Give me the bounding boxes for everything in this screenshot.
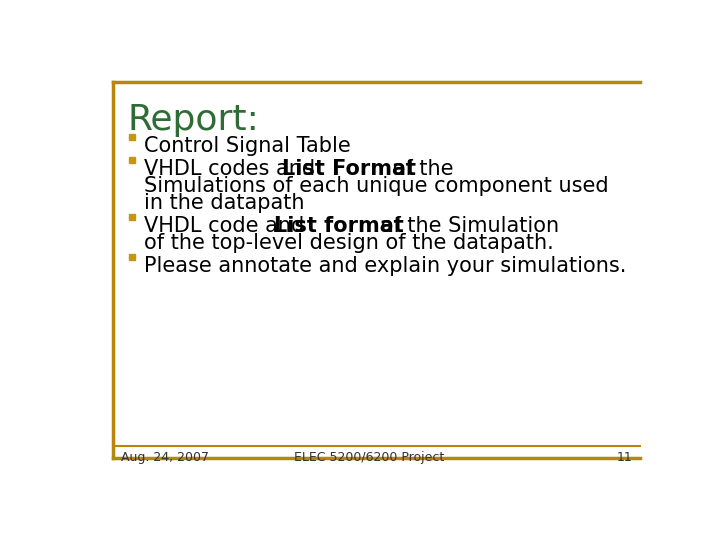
Text: of the top-level design of the datapath.: of the top-level design of the datapath. <box>144 233 554 253</box>
Text: List format: List format <box>274 215 403 236</box>
Text: ELEC 5200/6200 Project: ELEC 5200/6200 Project <box>294 451 444 464</box>
Text: Please annotate and explain your simulations.: Please annotate and explain your simulat… <box>144 256 626 276</box>
Text: 11: 11 <box>617 451 632 464</box>
Text: VHDL code and: VHDL code and <box>144 215 311 236</box>
Text: of the Simulation: of the Simulation <box>374 215 559 236</box>
Bar <box>129 214 135 220</box>
Bar <box>129 254 135 260</box>
Text: Simulations of each unique component used: Simulations of each unique component use… <box>144 176 609 195</box>
Text: in the datapath: in the datapath <box>144 193 305 213</box>
Text: Report:: Report: <box>127 103 259 137</box>
Text: List Format: List Format <box>282 159 416 179</box>
Bar <box>129 157 135 164</box>
Bar <box>129 134 135 140</box>
Text: Control Signal Table: Control Signal Table <box>144 136 351 156</box>
Text: VHDL codes and: VHDL codes and <box>144 159 322 179</box>
Text: of the: of the <box>386 159 454 179</box>
Text: Aug. 24, 2007: Aug. 24, 2007 <box>121 451 209 464</box>
